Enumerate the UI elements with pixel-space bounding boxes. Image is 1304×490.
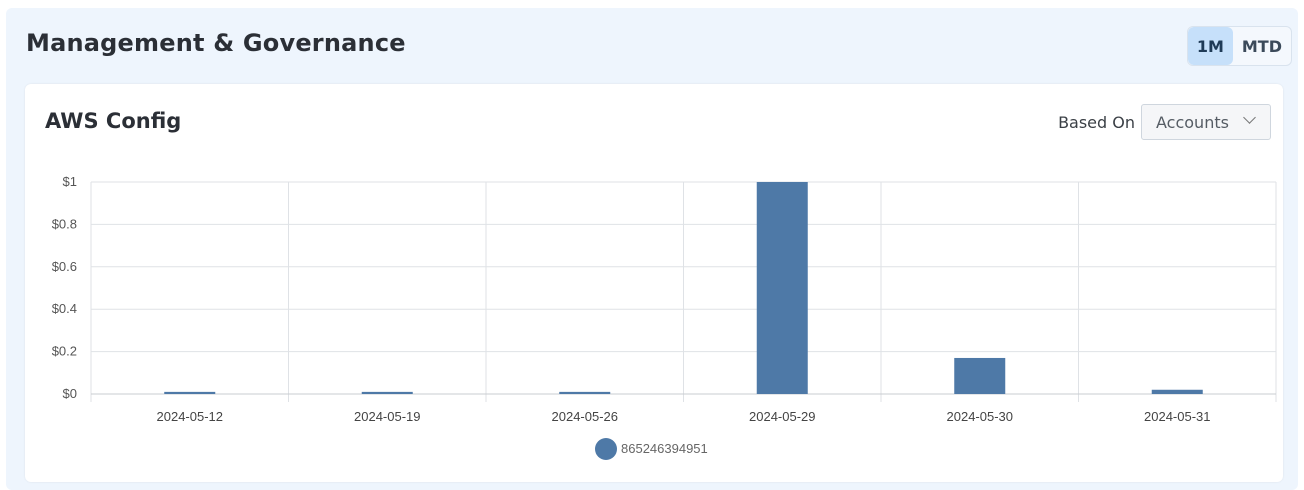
cost-bar-chart: $0 $0.2 $0.4 $0.6 $0.8 $1 2024-05-12 2024-05-19… [52,174,1277,460]
period-toggle: 1M MTD [1186,26,1292,66]
bar-2024-05-30[interactable] [954,357,1006,394]
y-tick-label: $0.6 [52,259,77,274]
x-tick-label: 2024-05-26 [552,409,619,424]
based-on-label: Based On [1058,112,1135,132]
x-tick-label: 2024-05-31 [1144,409,1211,424]
x-tick-label: 2024-05-29 [749,409,816,424]
based-on-control: Based On Accounts [1058,104,1271,140]
period-1m-button[interactable]: 1M [1187,27,1233,65]
bar-2024-05-29[interactable] [756,182,808,394]
y-tick-label: $0.2 [52,344,77,359]
y-tick-label: $0.8 [52,216,77,231]
bar-2024-05-26[interactable] [559,391,611,394]
legend-label[interactable]: 865246394951 [621,441,708,456]
based-on-value: Accounts [1156,112,1229,132]
y-tick-label: $0 [63,386,77,401]
bar-2024-05-31[interactable] [1151,389,1203,394]
bar-2024-05-19[interactable] [361,391,413,394]
x-tick-label: 2024-05-19 [354,409,421,424]
card-title: AWS Config [45,109,182,133]
bar-2024-05-12[interactable] [164,391,216,394]
legend-marker[interactable] [595,438,617,460]
y-tick-label: $1 [63,174,77,189]
management-governance-section: Management & Governance 1M MTD AWS Confi… [6,8,1298,490]
based-on-select[interactable]: Accounts [1141,104,1271,140]
y-tick-label: $0.4 [52,301,77,316]
section-title: Management & Governance [26,29,406,57]
aws-config-card: AWS Config Based On Accounts $0 $0.2 $0.4 $… [25,84,1283,482]
x-tick-label: 2024-05-30 [947,409,1014,424]
period-mtd-button[interactable]: MTD [1241,36,1282,56]
x-tick-label: 2024-05-12 [157,409,224,424]
